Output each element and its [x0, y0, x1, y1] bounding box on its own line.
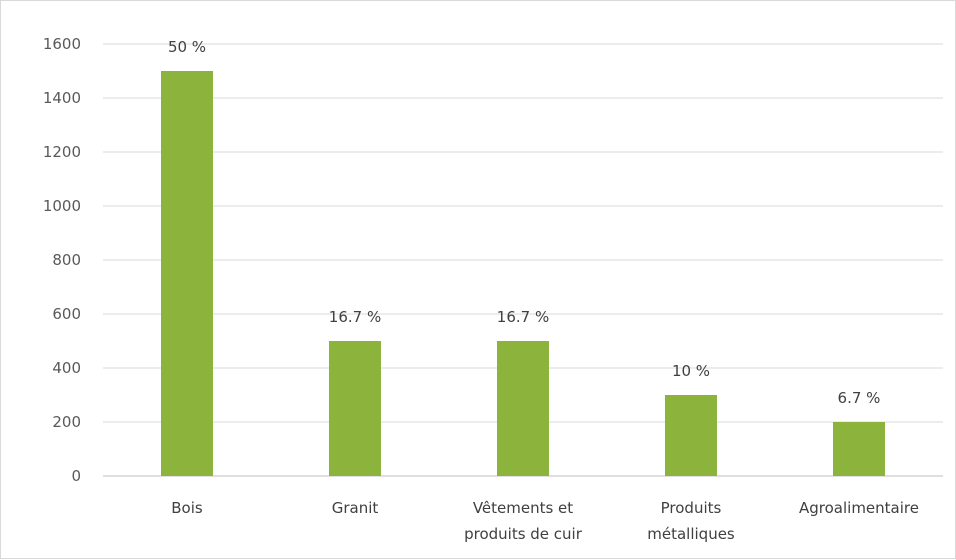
x-tick-label: Vêtements et produits de cuir — [464, 499, 583, 543]
x-tick-label: Agroalimentaire — [799, 499, 919, 517]
x-tick-label-line: métalliques — [647, 525, 735, 543]
x-tick-label-line: Bois — [171, 499, 203, 517]
y-tick-label: 600 — [52, 305, 81, 323]
x-tick-label: Bois — [171, 499, 203, 517]
y-tick-label: 200 — [52, 413, 81, 431]
x-tick-label: Granit — [332, 499, 379, 517]
y-tick-label: 1000 — [43, 197, 81, 215]
data-label: 6.7 % — [838, 389, 881, 407]
y-tick-label: 800 — [52, 251, 81, 269]
bar — [161, 71, 213, 476]
bar — [329, 341, 381, 476]
data-label: 16.7 % — [497, 308, 549, 326]
data-label: 50 % — [168, 38, 206, 56]
x-tick-label-line: Granit — [332, 499, 379, 517]
y-tick-label: 1200 — [43, 143, 81, 161]
x-tick-label-line: Vêtements et — [473, 499, 573, 517]
bar — [497, 341, 549, 476]
bar — [833, 422, 885, 476]
bar — [665, 395, 717, 476]
y-tick-label: 400 — [52, 359, 81, 377]
y-tick-label: 1400 — [43, 89, 81, 107]
x-tick-label: Produits métalliques — [647, 499, 735, 543]
x-tick-label-line: produits de cuir — [464, 525, 583, 543]
y-tick-label: 0 — [71, 467, 81, 485]
x-tick-label-line: Produits — [661, 499, 722, 517]
y-tick-label: 1600 — [43, 35, 81, 53]
data-label: 10 % — [672, 362, 710, 380]
x-tick-label-line: Agroalimentaire — [799, 499, 919, 517]
data-label: 16.7 % — [329, 308, 381, 326]
